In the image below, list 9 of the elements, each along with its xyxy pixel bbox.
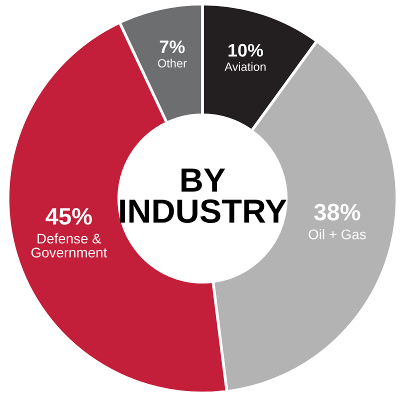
- text: BY INDUSTRY: [120, 168, 287, 223]
- data-label: 38%: [314, 204, 360, 221]
- data-label: 7%: [160, 40, 185, 54]
- slice-label: Other: [158, 58, 187, 68]
- slice-label: Defense & Government: [31, 233, 108, 258]
- data-label: 10%: [228, 44, 264, 57]
- slice-label: Aviation: [224, 62, 266, 71]
- slice-label: Oil + Gas: [308, 229, 366, 240]
- data-label: 45%: [46, 208, 92, 225]
